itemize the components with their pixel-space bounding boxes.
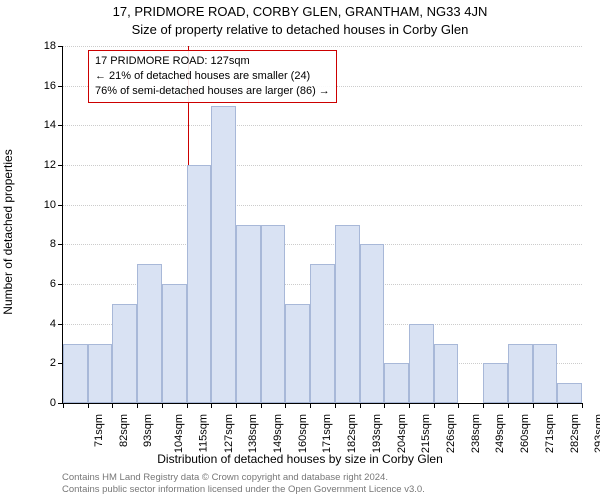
- x-tick-mark: [63, 403, 64, 408]
- histogram-bar: [162, 284, 187, 403]
- x-tick-label: 293sqm: [593, 414, 600, 453]
- x-tick-label: 249sqm: [495, 414, 507, 453]
- histogram-bar: [285, 304, 310, 403]
- x-tick-label: 271sqm: [544, 414, 556, 453]
- x-tick-mark: [434, 403, 435, 408]
- y-tick-label: 16: [26, 80, 56, 92]
- histogram-bar: [335, 225, 360, 404]
- histogram-bar: [360, 244, 385, 403]
- callout-line2: ← 21% of detached houses are smaller (24…: [95, 69, 330, 84]
- x-tick-mark: [211, 403, 212, 408]
- y-tick-mark: [58, 125, 63, 126]
- y-tick-mark: [58, 86, 63, 87]
- x-tick-label: 226sqm: [445, 414, 457, 453]
- gridline: [63, 125, 582, 126]
- histogram-bar: [236, 225, 261, 404]
- x-tick-mark: [285, 403, 286, 408]
- histogram-bar: [187, 165, 212, 403]
- x-tick-mark: [187, 403, 188, 408]
- x-tick-label: 71sqm: [93, 414, 105, 447]
- x-tick-label: 215sqm: [420, 414, 432, 453]
- x-tick-mark: [261, 403, 262, 408]
- histogram-bar: [261, 225, 286, 404]
- y-tick-label: 18: [26, 40, 56, 52]
- footer-attribution: Contains HM Land Registry data © Crown c…: [62, 472, 425, 496]
- x-tick-mark: [112, 403, 113, 408]
- histogram-bar: [211, 106, 236, 404]
- y-tick-mark: [58, 165, 63, 166]
- callout-line3: 76% of semi-detached houses are larger (…: [95, 84, 330, 99]
- histogram-bar: [137, 264, 162, 403]
- x-tick-mark: [88, 403, 89, 408]
- histogram-bar: [310, 264, 335, 403]
- y-axis-title: Number of detached properties: [1, 149, 15, 314]
- histogram-bar: [557, 383, 582, 403]
- x-tick-mark: [483, 403, 484, 408]
- x-tick-label: 138sqm: [247, 414, 259, 453]
- footer-line2: Contains public sector information licen…: [62, 484, 425, 496]
- x-tick-mark: [533, 403, 534, 408]
- y-tick-label: 6: [26, 278, 56, 290]
- y-tick-label: 8: [26, 238, 56, 250]
- y-tick-mark: [58, 324, 63, 325]
- x-tick-mark: [458, 403, 459, 408]
- y-tick-label: 2: [26, 357, 56, 369]
- x-tick-label: 127sqm: [223, 414, 235, 453]
- x-tick-label: 104sqm: [173, 414, 185, 453]
- x-tick-label: 238sqm: [470, 414, 482, 453]
- y-tick-mark: [58, 205, 63, 206]
- histogram-bar: [112, 304, 137, 403]
- y-tick-label: 10: [26, 199, 56, 211]
- x-tick-mark: [162, 403, 163, 408]
- x-axis-title: Distribution of detached houses by size …: [0, 452, 600, 466]
- y-tick-mark: [58, 284, 63, 285]
- histogram-bar: [508, 344, 533, 404]
- x-tick-label: 149sqm: [272, 414, 284, 453]
- x-tick-mark: [409, 403, 410, 408]
- x-tick-mark: [236, 403, 237, 408]
- x-tick-mark: [582, 403, 583, 408]
- chart-container: 17, PRIDMORE ROAD, CORBY GLEN, GRANTHAM,…: [0, 0, 600, 500]
- y-tick-label: 12: [26, 159, 56, 171]
- callout-line1: 17 PRIDMORE ROAD: 127sqm: [95, 54, 330, 69]
- reference-callout: 17 PRIDMORE ROAD: 127sqm ← 21% of detach…: [88, 50, 337, 103]
- gridline: [63, 46, 582, 47]
- y-tick-label: 0: [26, 397, 56, 409]
- x-tick-label: 82sqm: [118, 414, 130, 447]
- x-tick-label: 160sqm: [297, 414, 309, 453]
- chart-title-sub: Size of property relative to detached ho…: [0, 22, 600, 37]
- x-tick-label: 182sqm: [346, 414, 358, 453]
- histogram-bar: [533, 344, 558, 404]
- histogram-bar: [63, 344, 88, 404]
- x-tick-label: 115sqm: [197, 414, 209, 452]
- y-tick-label: 4: [26, 318, 56, 330]
- y-tick-mark: [58, 244, 63, 245]
- x-tick-label: 282sqm: [569, 414, 581, 453]
- x-tick-mark: [508, 403, 509, 408]
- x-tick-label: 260sqm: [519, 414, 531, 453]
- gridline: [63, 244, 582, 245]
- y-tick-label: 14: [26, 119, 56, 131]
- gridline: [63, 165, 582, 166]
- x-tick-label: 193sqm: [371, 414, 383, 453]
- x-tick-mark: [335, 403, 336, 408]
- footer-line1: Contains HM Land Registry data © Crown c…: [62, 472, 425, 484]
- y-tick-mark: [58, 46, 63, 47]
- x-tick-mark: [384, 403, 385, 408]
- histogram-bar: [384, 363, 409, 403]
- x-tick-mark: [310, 403, 311, 408]
- gridline: [63, 205, 582, 206]
- histogram-bar: [88, 344, 113, 404]
- histogram-bar: [409, 324, 434, 403]
- histogram-bar: [434, 344, 459, 404]
- x-tick-mark: [360, 403, 361, 408]
- chart-title-main: 17, PRIDMORE ROAD, CORBY GLEN, GRANTHAM,…: [0, 4, 600, 19]
- x-tick-label: 171sqm: [322, 414, 334, 453]
- histogram-bar: [483, 363, 508, 403]
- x-tick-mark: [137, 403, 138, 408]
- x-tick-mark: [557, 403, 558, 408]
- x-tick-label: 204sqm: [396, 414, 408, 453]
- x-tick-label: 93sqm: [142, 414, 154, 447]
